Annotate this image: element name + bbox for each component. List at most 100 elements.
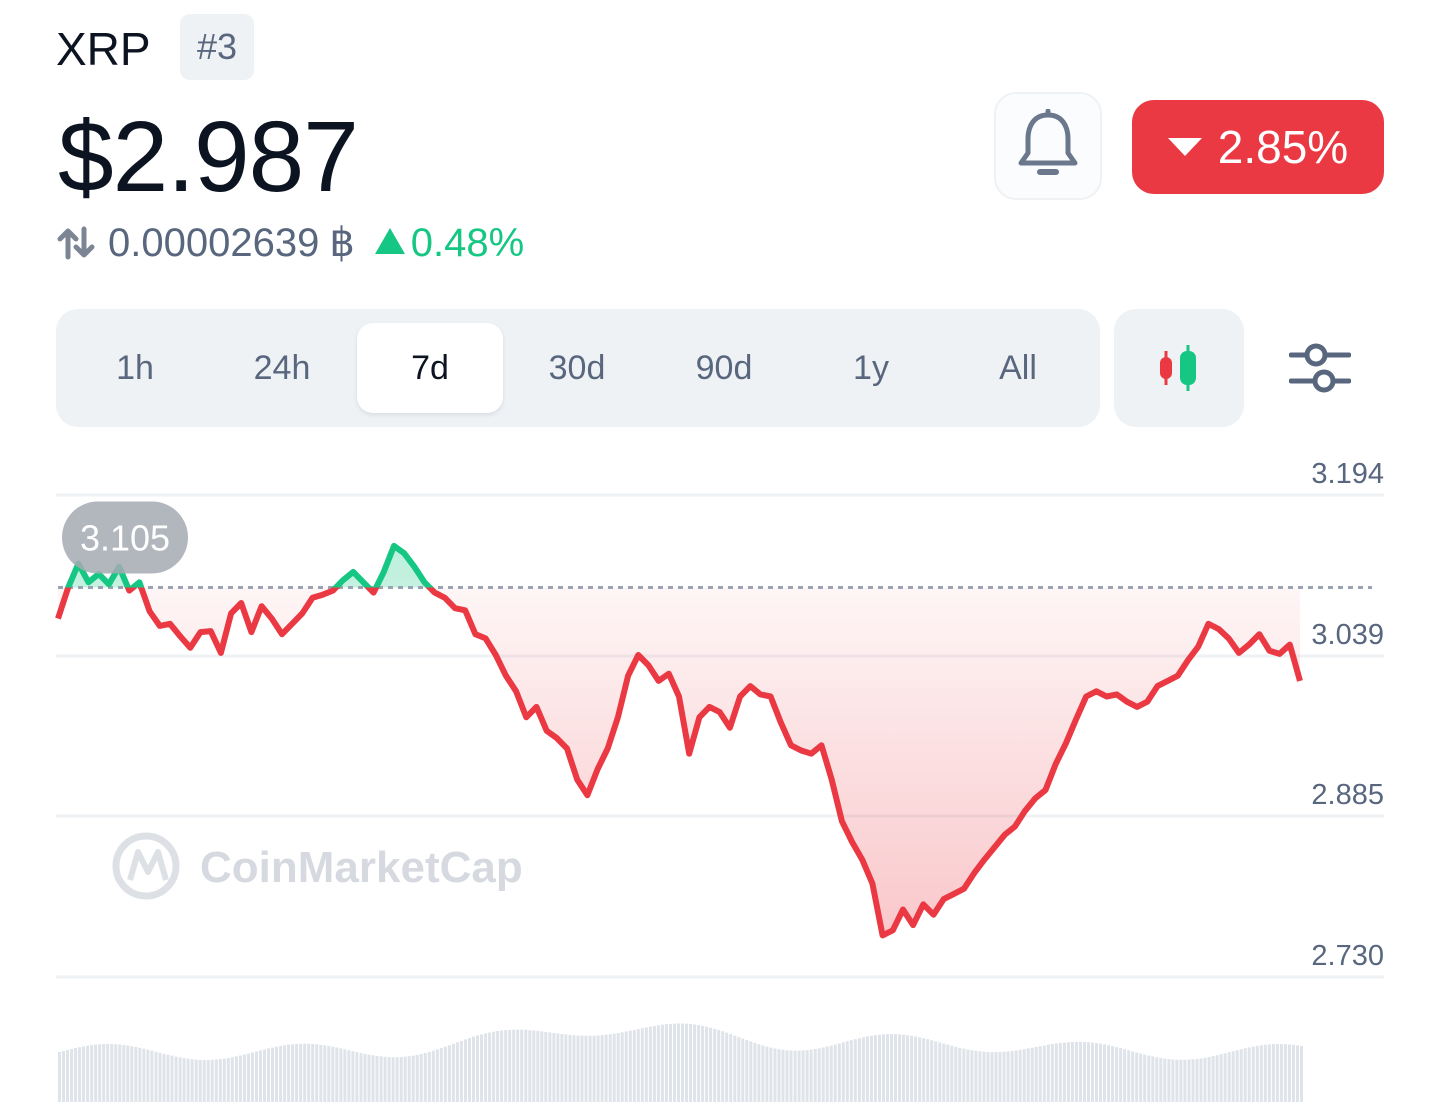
volume-bar — [78, 1047, 82, 1102]
volume-bar — [335, 1047, 339, 1102]
volume-bar — [291, 1044, 295, 1102]
volume-bar — [1014, 1050, 1018, 1102]
volume-bar — [323, 1045, 327, 1102]
volume-bar — [508, 1029, 512, 1102]
volume-bar — [1050, 1044, 1054, 1102]
volume-bar — [1034, 1046, 1038, 1102]
volume-bar — [1147, 1055, 1151, 1102]
volume-bar — [1171, 1059, 1175, 1102]
coinmarketcap-watermark: CoinMarketCap — [112, 832, 523, 900]
volume-bar — [986, 1052, 990, 1102]
tab-30d[interactable]: 30d — [548, 348, 606, 387]
volume-bar — [580, 1035, 584, 1102]
volume-bar — [906, 1035, 910, 1102]
volume-bar — [206, 1060, 210, 1102]
volume-bar — [242, 1054, 246, 1102]
tab-1y[interactable]: 1y — [853, 348, 889, 387]
volume-bar — [403, 1056, 407, 1102]
volume-bar — [1183, 1059, 1187, 1102]
tab-1h[interactable]: 1h — [116, 348, 154, 387]
bell-icon — [1018, 109, 1078, 175]
volume-bar — [946, 1044, 950, 1102]
volume-bar — [737, 1037, 741, 1102]
volume-bar — [150, 1050, 154, 1102]
volume-bar — [259, 1050, 262, 1102]
volume-bar — [1151, 1056, 1155, 1102]
swap-arrows-icon[interactable] — [56, 223, 96, 263]
volume-bar — [222, 1058, 226, 1102]
volume-bar — [1175, 1059, 1179, 1102]
volume-bar — [1018, 1049, 1022, 1102]
volume-bar — [873, 1035, 877, 1102]
volume-bar — [307, 1043, 311, 1102]
volume-bar — [512, 1029, 516, 1102]
y-axis-labels: 3.194 3.039 2.885 2.730 — [1311, 458, 1384, 972]
volume-bar — [86, 1045, 90, 1102]
volume-bar — [809, 1049, 813, 1102]
price-alert-button[interactable] — [994, 92, 1102, 200]
volume-bar — [950, 1045, 954, 1102]
volume-bar — [1083, 1041, 1086, 1102]
volume-bar — [472, 1036, 475, 1102]
volume-bar — [1300, 1046, 1303, 1102]
volume-bar — [488, 1032, 492, 1102]
price-change-badge: 2.85% — [1132, 100, 1384, 194]
volume-bar — [596, 1035, 600, 1102]
price-chart[interactable]: 3.194 3.039 2.885 2.730 CoinMarketCap 3.105 — [0, 440, 1440, 1116]
volume-bar — [890, 1034, 893, 1102]
volume-bar — [1211, 1056, 1215, 1102]
volume-bar — [560, 1034, 564, 1102]
volume-bar — [632, 1029, 636, 1102]
volume-bar — [998, 1052, 1002, 1102]
volume-bar — [664, 1024, 668, 1102]
volume-bar — [395, 1057, 399, 1102]
volume-bar — [134, 1047, 138, 1102]
volume-bar — [1239, 1049, 1243, 1102]
volume-bar — [118, 1044, 122, 1102]
chart-settings-button[interactable] — [1276, 330, 1364, 406]
volume-bar — [624, 1031, 628, 1102]
volume-bar — [572, 1035, 576, 1102]
volume-bar — [234, 1056, 238, 1102]
coinmarketcap-logo-icon — [112, 832, 180, 900]
volume-bar — [1139, 1053, 1143, 1102]
volume-bar — [496, 1031, 500, 1102]
volume-bar — [311, 1044, 315, 1102]
tab-24h[interactable]: 24h — [253, 348, 311, 387]
volume-bar — [1243, 1048, 1247, 1102]
volume-bar — [994, 1052, 998, 1102]
volume-bar — [608, 1034, 612, 1102]
volume-bar — [198, 1059, 202, 1102]
volume-bar — [226, 1058, 230, 1102]
volume-bar — [375, 1055, 379, 1102]
candlestick-toggle-button[interactable] — [1114, 309, 1244, 427]
volume-bar — [1054, 1043, 1058, 1102]
volume-bar — [1127, 1050, 1131, 1102]
tab-all[interactable]: All — [999, 348, 1037, 387]
volume-bar — [765, 1046, 769, 1102]
volume-bar — [98, 1044, 102, 1102]
volume-bar — [817, 1048, 821, 1102]
volume-bar — [548, 1032, 552, 1102]
volume-bar — [230, 1057, 234, 1102]
volume-bar — [1231, 1051, 1235, 1102]
volume-bar — [805, 1050, 809, 1102]
volume-bar — [1207, 1056, 1211, 1102]
baseline-label: 3.105 — [80, 517, 170, 558]
tab-7d[interactable]: 7d — [357, 323, 503, 413]
volume-bar — [1042, 1045, 1046, 1102]
tab-90d[interactable]: 90d — [695, 348, 753, 387]
volume-bar — [1111, 1046, 1115, 1102]
volume-bar — [379, 1056, 383, 1102]
volume-bar — [540, 1031, 544, 1102]
volume-bar — [1219, 1054, 1223, 1102]
volume-bar — [399, 1057, 403, 1102]
volume-bar — [785, 1050, 789, 1102]
volume-bar — [753, 1042, 757, 1102]
volume-bar — [693, 1024, 697, 1102]
btc-change: 0.48% — [374, 221, 524, 266]
volume-bar — [1271, 1044, 1275, 1102]
volume-bar — [520, 1029, 524, 1102]
volume-bar — [1123, 1049, 1127, 1102]
volume-bar — [801, 1050, 805, 1102]
